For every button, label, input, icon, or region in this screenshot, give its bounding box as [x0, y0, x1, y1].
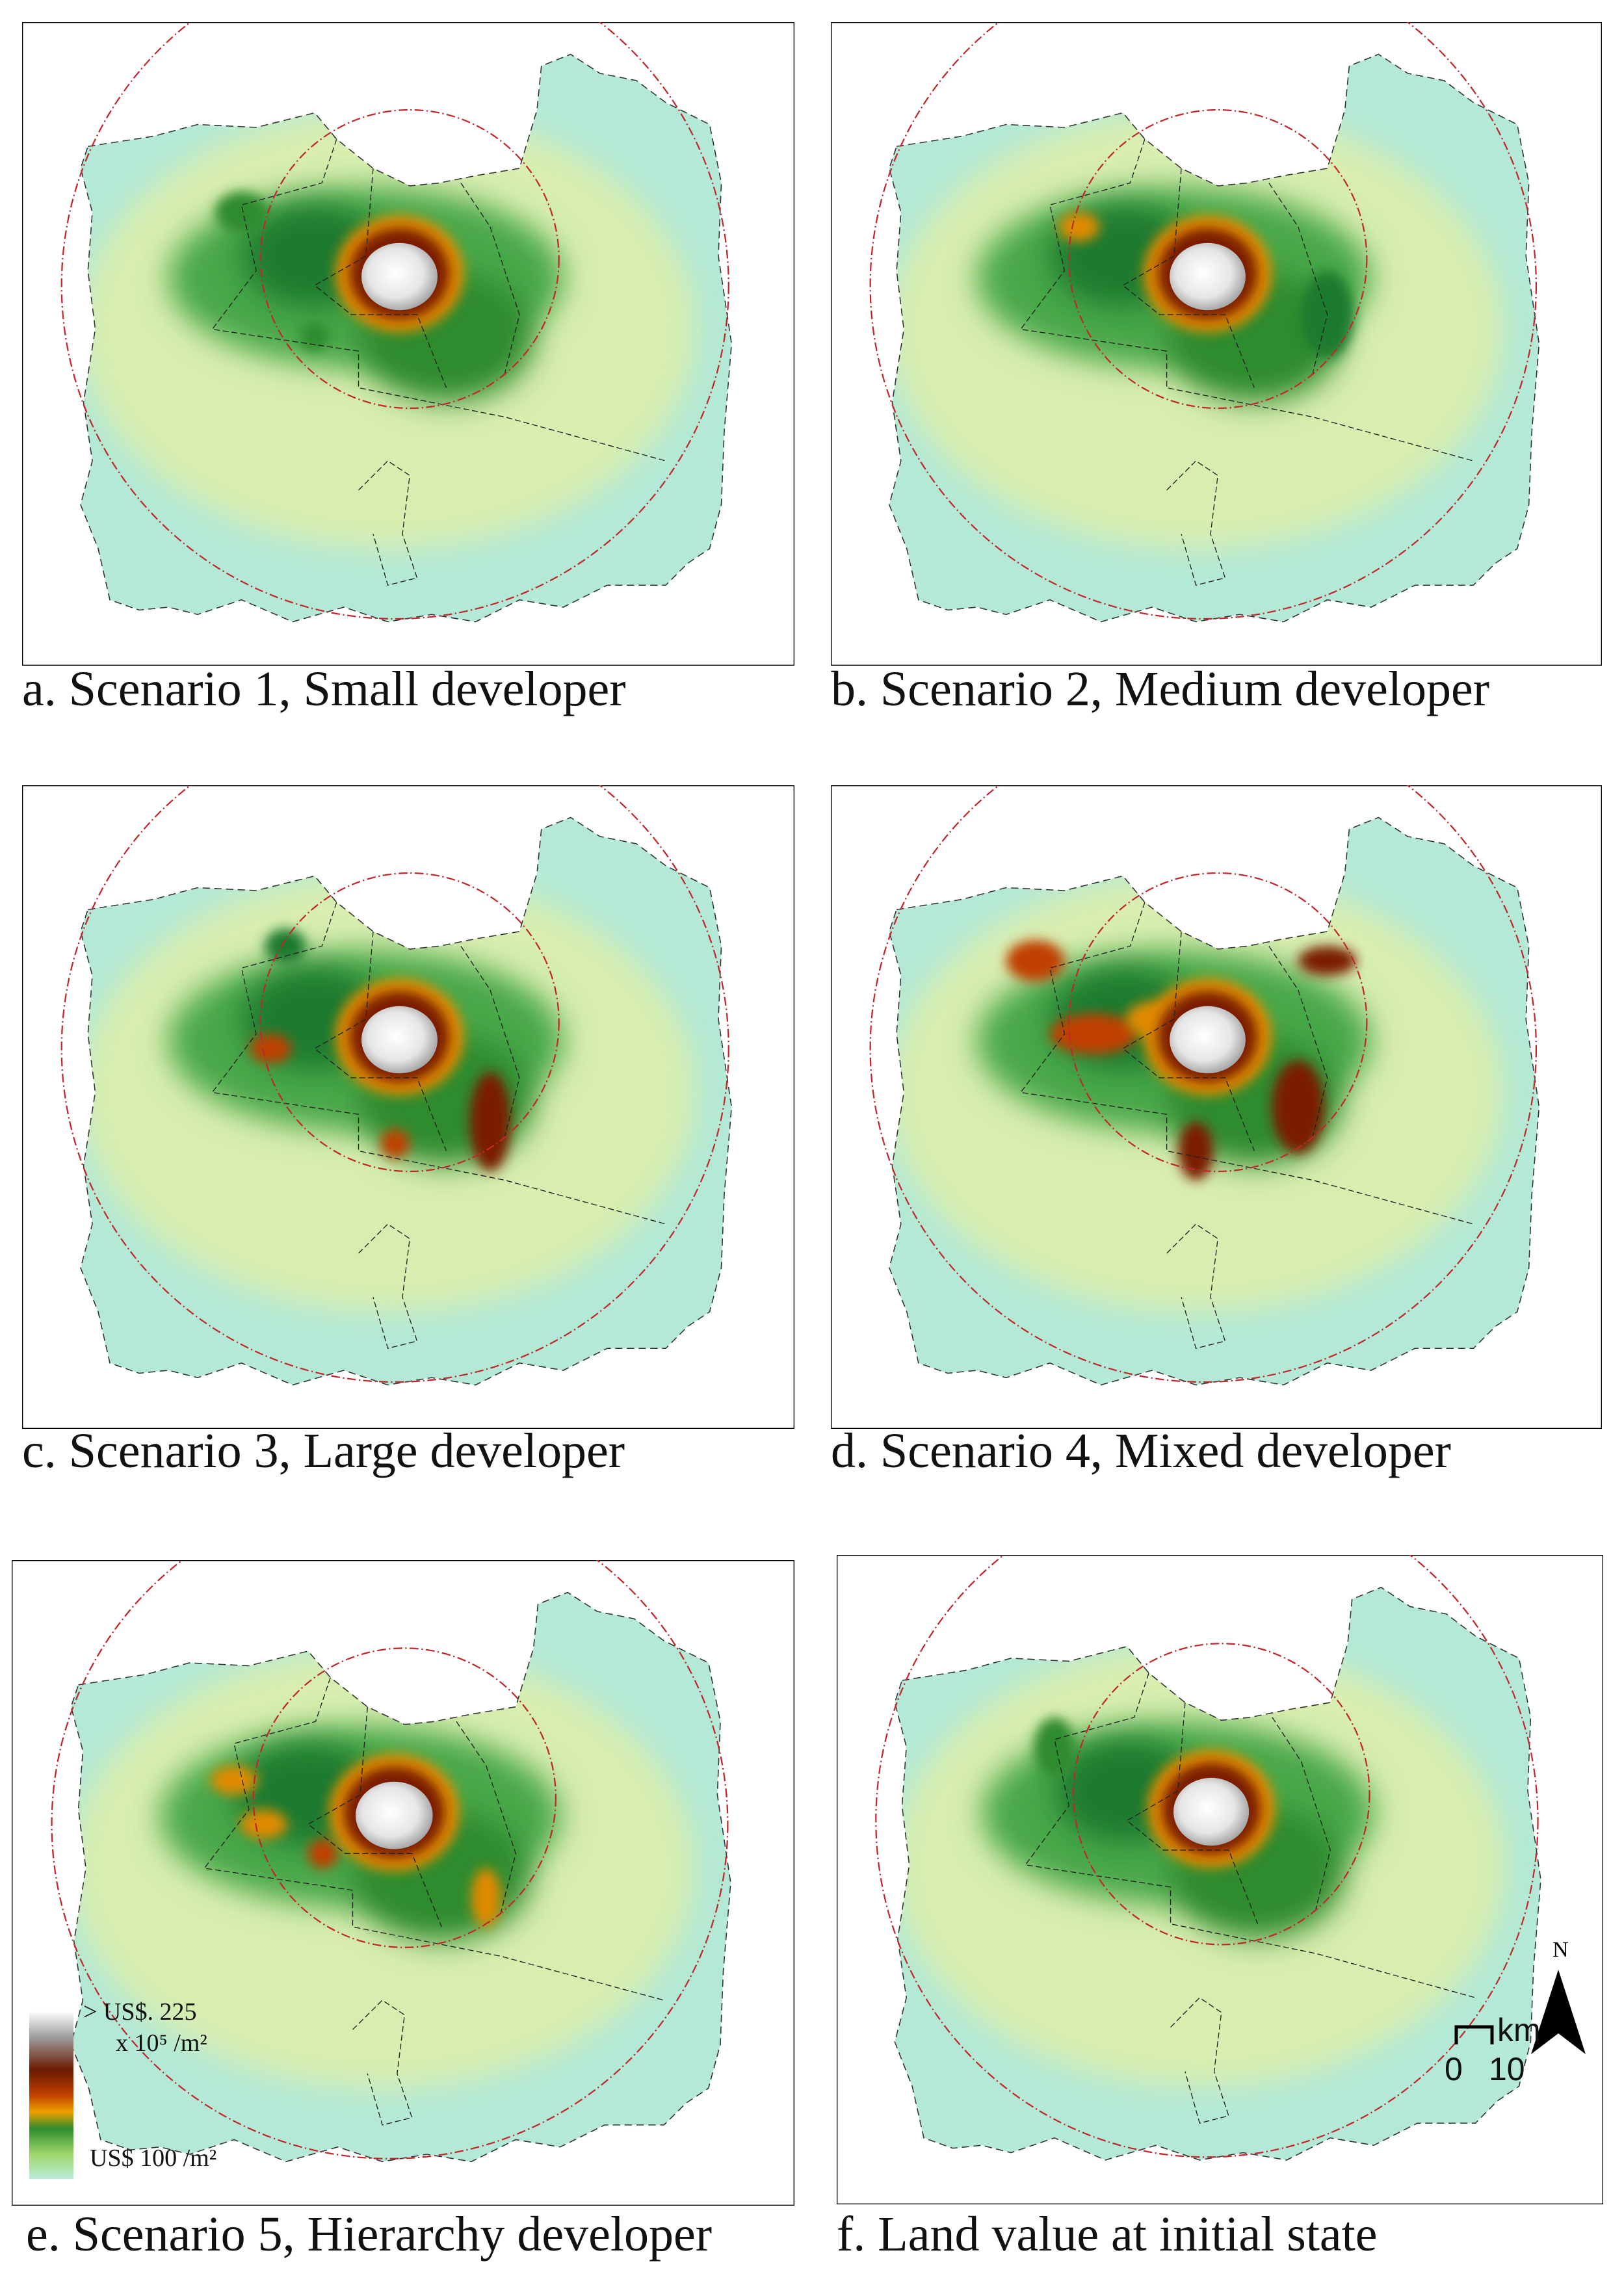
panel-caption: a. Scenario 1, Small developer: [22, 662, 626, 716]
distance-ring: [259, 872, 560, 1173]
center-core: [1173, 1777, 1250, 1846]
map-panel: [12, 1560, 794, 2206]
distance-ring: [1068, 872, 1368, 1173]
district-boundary: [203, 1677, 664, 2001]
district-boundary: [358, 460, 418, 586]
district-boundary: [1025, 1673, 1476, 1998]
district-boundary: [1166, 1223, 1226, 1350]
legend-low-label: US$ 100 /m²: [90, 2145, 216, 2172]
center-core: [356, 1781, 433, 1849]
district-boundary: [313, 168, 447, 388]
scale-bar: [1454, 2025, 1494, 2044]
map-panel: [831, 22, 1602, 666]
district-boundary: [460, 946, 520, 1137]
district-boundary: [358, 1223, 418, 1350]
hot-spot: [215, 192, 268, 233]
district-boundary: [313, 931, 447, 1151]
map-panel: [22, 22, 794, 666]
distance-ring: [252, 1647, 557, 1948]
legend-high-label: > US$. 225: [83, 1998, 197, 2026]
hot-spot: [210, 1765, 258, 1795]
district-boundary: [1019, 902, 1474, 1225]
center-core: [361, 242, 438, 311]
land-value-surface: [895, 1587, 1541, 2160]
distance-ring: [869, 22, 1537, 620]
hot-spot: [1058, 212, 1100, 242]
district-boundary: [1268, 183, 1328, 374]
district-boundary: [456, 1721, 517, 1912]
district-boundary: [211, 138, 666, 462]
map-panel: [837, 1555, 1603, 2204]
district-boundary: [1122, 931, 1255, 1151]
north-label: N: [1552, 1938, 1569, 1962]
distance-ring: [869, 785, 1537, 1383]
map-panel: [831, 785, 1602, 1429]
distance-ring: [60, 22, 729, 620]
distance-ring: [1068, 109, 1368, 410]
hot-spot: [1298, 946, 1357, 976]
hot-spot: [1049, 1013, 1138, 1054]
district-boundary: [1268, 946, 1328, 1137]
region-outline: [70, 1591, 731, 2163]
scale-unit: km: [1497, 2012, 1541, 2048]
distance-ring: [259, 109, 560, 410]
hot-spot: [265, 928, 306, 964]
hot-spot: [1006, 940, 1065, 982]
district-boundary: [1272, 1717, 1331, 1910]
hot-spot: [300, 322, 330, 352]
center-core: [1170, 1006, 1246, 1074]
distance-ring: [1072, 1643, 1370, 1946]
scale-tick-label: 0: [1445, 2051, 1463, 2087]
hot-spot: [308, 1838, 338, 1868]
district-boundary: [1019, 138, 1474, 462]
panel-caption: d. Scenario 4, Mixed developer: [831, 1424, 1451, 1478]
north-arrow: [1558, 1970, 1586, 2054]
center-core: [361, 1006, 438, 1074]
panel-caption: e. Scenario 5, Hierarchy developer: [26, 2207, 712, 2262]
hot-spot: [1272, 1060, 1325, 1154]
district-boundary: [1170, 1997, 1229, 2124]
distance-ring: [60, 785, 729, 1383]
distance-ring: [875, 1555, 1539, 2158]
legend-high-unit: x 10⁵ /m²: [116, 2029, 207, 2057]
north-arrow: [1531, 1970, 1558, 2054]
region-outline: [80, 816, 733, 1386]
hot-spot: [240, 1809, 288, 1839]
map-panel: [22, 785, 794, 1429]
distance-ring: [51, 1560, 729, 2159]
district-boundary: [460, 183, 520, 374]
hot-spot: [471, 1868, 501, 1927]
hot-spot: [469, 1072, 511, 1171]
panel-caption: f. Land value at initial state: [837, 2207, 1377, 2262]
hot-spot: [250, 1034, 291, 1063]
hot-spot: [1178, 1121, 1214, 1181]
panel-caption: c. Scenario 3, Large developer: [22, 1424, 625, 1478]
district-boundary: [352, 2000, 413, 2126]
district-boundary: [1122, 168, 1255, 388]
land-value-surface: [81, 817, 732, 1385]
region-outline: [889, 53, 1540, 623]
district-boundary: [211, 902, 666, 1225]
hot-spot: [1034, 1717, 1075, 1777]
district-boundary: [1126, 1702, 1259, 1924]
region-outline: [80, 53, 733, 623]
scale-tick-label: 10: [1489, 2051, 1525, 2087]
district-boundary: [307, 1706, 442, 1927]
center-core: [1170, 242, 1246, 311]
region-outline: [889, 816, 1540, 1386]
legend-color-bar: [29, 2011, 73, 2179]
hot-spot: [380, 1128, 410, 1158]
district-boundary: [1166, 460, 1226, 586]
region-outline: [894, 1587, 1541, 2161]
panel-caption: b. Scenario 2, Medium developer: [831, 662, 1489, 716]
